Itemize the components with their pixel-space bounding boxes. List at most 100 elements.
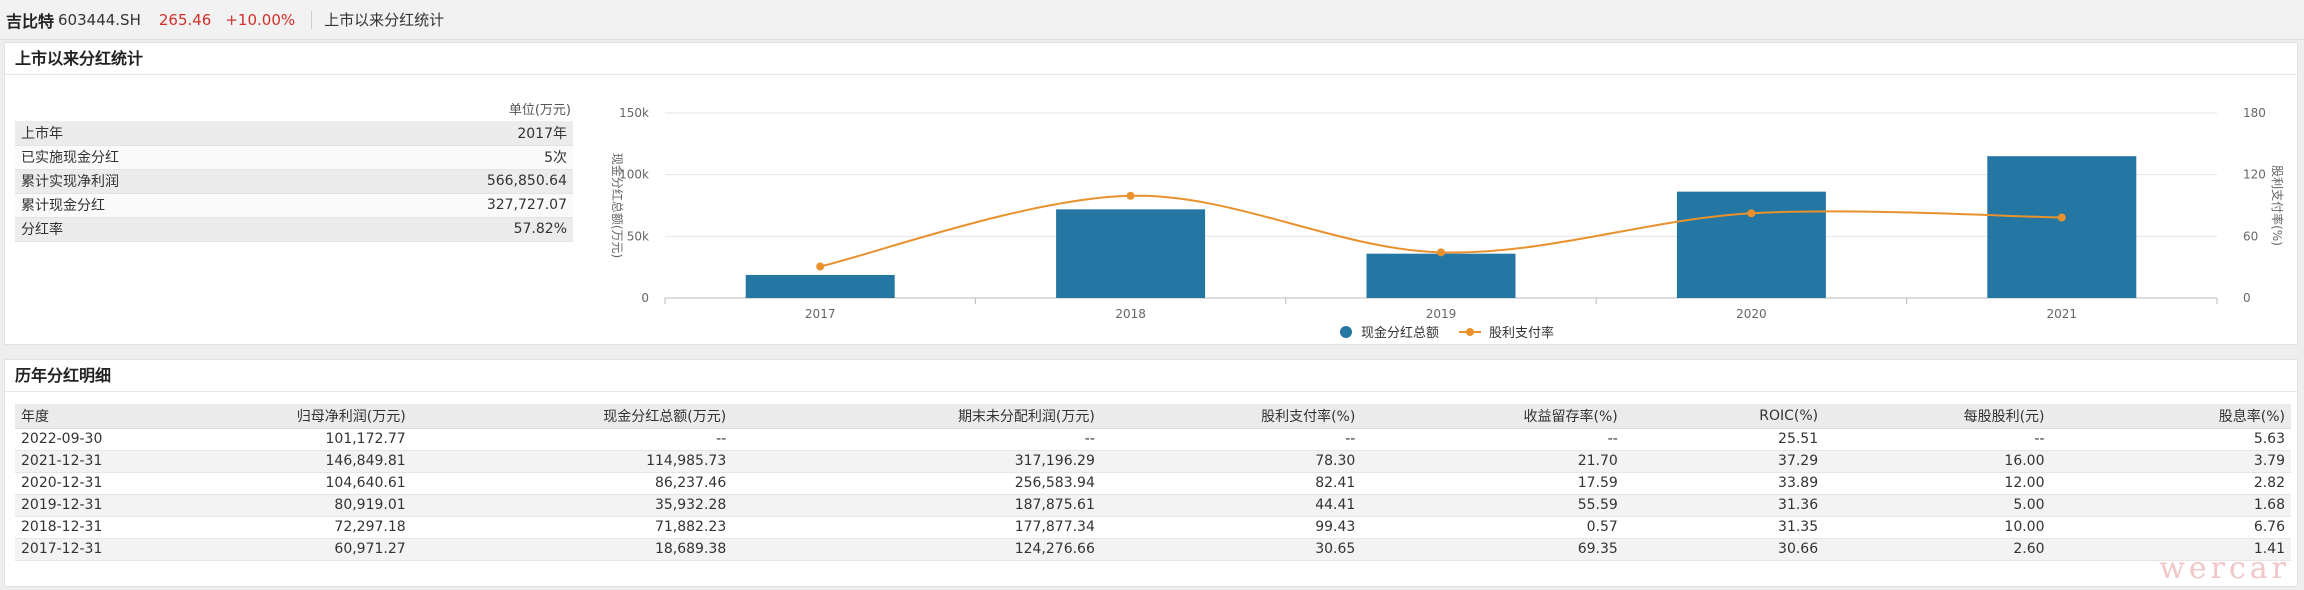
summary-panel-title: 上市以来分红统计 [5,43,2297,75]
y2-axis-title: 股利支付率(%) [2270,165,2285,246]
stock-price: 265.46 [158,10,212,29]
bar-2020 [1676,191,1826,298]
detail-column-header[interactable]: 归母净利润(万元) [165,404,412,429]
x-tick-label: 2018 [1115,307,1146,321]
table-cell: 187,875.61 [732,494,1101,517]
table-cell: -- [1361,428,1624,451]
bar-2017 [745,274,895,298]
summary-row: 上市年 2017年 [15,121,573,146]
table-cell: 78.30 [1100,450,1362,473]
payout-point-2017 [816,262,825,271]
detail-table: 年度 归母净利润(万元) 现金分红总额(万元) 期末未分配利润(万元) 股利支付率(%)… [15,404,2291,561]
summary-row: 分红率 57.82% [15,217,573,242]
summary-row: 累计现金分红 327,727.07 [15,193,573,218]
summary-value: 5次 [318,145,573,170]
table-cell: 3.79 [2050,450,2291,473]
summary-label: 已实施现金分红 [15,145,319,170]
y-tick-label: 100k [619,168,649,182]
table-cell: 17.59 [1361,472,1624,495]
dividend-detail-panel: 历年分红明细 年度 归母净利润(万元) 现金分红总额(万元) 期末未分配利润(万元) 股… [4,359,2298,587]
table-cell: 5.00 [1824,494,2051,517]
table-cell: 80,919.01 [165,494,412,517]
table-cell: 25.51 [1623,428,1825,451]
detail-column-header[interactable]: 股息率(%) [2050,404,2291,429]
table-cell: 104,640.61 [165,472,412,495]
table-row: 2017-12-31 60,971.27 18,689.38 124,276.66 30… [15,538,2291,561]
payout-point-2018 [1126,191,1135,200]
summary-value: 327,727.07 [318,193,573,218]
stock-name: 吉比特 [6,11,55,31]
table-cell: 21.70 [1361,450,1624,473]
payout-point-2019 [1437,248,1445,257]
table-cell: 2020-12-31 [15,472,166,495]
stock-change: +10.00% [225,10,296,29]
table-cell: 256,583.94 [732,472,1101,495]
table-cell: 99.43 [1100,516,1362,539]
table-row: 2022-09-30 101,172.77 -- -- -- -- 25.51 -- 5.63 [15,428,2291,451]
summary-row: 累计实现净利润 566,850.64 [15,169,573,194]
y-axis-title: 现金分红总额(万元) [610,153,625,258]
legend-bar-label: 现金分红总额 [1361,325,1439,341]
table-cell: -- [732,428,1101,451]
summary-value: 566,850.64 [318,169,573,194]
table-cell: 31.36 [1623,494,1825,517]
stock-header: 吉比特 603444.SH 265.46 +10.00% 上市以来分红统计 [0,0,2304,40]
table-cell: 33.89 [1623,472,1825,495]
detail-column-header[interactable]: 每股股利(元) [1824,404,2051,429]
detail-column-header[interactable]: 现金分红总额(万元) [411,404,733,429]
table-cell: 82.41 [1100,472,1362,495]
table-cell: 1.41 [2050,538,2291,561]
summary-label: 分红率 [15,217,319,242]
table-cell: 18,689.38 [411,538,733,561]
table-cell: 30.65 [1100,538,1362,561]
table-cell: 44.41 [1100,494,1362,517]
table-cell: 6.76 [2050,516,2291,539]
table-cell: 1.68 [2050,494,2291,517]
detail-column-header[interactable]: 股利支付率(%) [1100,404,1362,429]
table-cell: -- [411,428,733,451]
table-cell: 2019-12-31 [15,494,166,517]
detail-column-header[interactable]: ROIC(%) [1623,404,1825,429]
x-tick-label: 2017 [805,307,836,321]
table-cell: 72,297.18 [165,516,412,539]
y2-tick-label: 120 [2243,168,2266,182]
summary-table: 上市年 2017年 已实施现金分红 5次 累计实现净利润 566,850.64 累计现金分红… [15,121,573,242]
y-tick-label: 50k [627,229,649,243]
legend-line-dot [1466,328,1474,336]
y2-tick-label: 180 [2243,106,2266,120]
summary-unit: 单位(万元) [508,103,571,118]
table-cell: 60,971.27 [165,538,412,561]
table-cell: 124,276.66 [732,538,1101,561]
summary-value: 2017年 [318,121,573,146]
table-cell: 0.57 [1361,516,1624,539]
y2-tick-label: 0 [2243,291,2251,305]
summary-row: 已实施现金分红 5次 [15,145,573,170]
y-tick-label: 0 [641,291,649,305]
summary-label: 累计现金分红 [15,193,319,218]
dividend-chart: 0 50k 100k 150k 0 60 120 180 现金分红总额(万元) 股利支付率(%) 2… [610,106,2285,341]
legend-bar-marker [1340,326,1352,338]
breadcrumb[interactable]: 上市以来分红统计 [324,11,445,29]
table-cell: 2017-12-31 [15,538,166,561]
summary-label: 累计实现净利润 [15,169,319,194]
watermark: wercar [2159,551,2290,586]
table-cell: 2022-09-30 [15,428,166,451]
summary-value: 57.82% [318,217,573,242]
table-cell: 114,985.73 [411,450,733,473]
table-cell: 317,196.29 [732,450,1101,473]
bar-2021 [1987,156,2137,298]
table-cell: 177,877.34 [732,516,1101,539]
detail-panel-title: 历年分红明细 [5,360,2297,392]
table-cell: 146,849.81 [165,450,412,473]
table-row: 2021-12-31 146,849.81 114,985.73 317,196.29… [15,450,2291,473]
detail-column-header[interactable]: 期末未分配利润(万元) [732,404,1101,429]
bar-2018 [1056,209,1206,298]
table-cell: -- [1824,428,2051,451]
y-tick-label: 150k [619,106,649,120]
table-row: 2018-12-31 72,297.18 71,882.23 177,877.34 99… [15,516,2291,539]
payout-point-2020 [1747,209,1756,218]
detail-column-header[interactable]: 年度 [15,404,166,429]
table-cell: 35,932.28 [411,494,733,517]
detail-column-header[interactable]: 收益留存率(%) [1361,404,1624,429]
table-cell: 16.00 [1824,450,2051,473]
